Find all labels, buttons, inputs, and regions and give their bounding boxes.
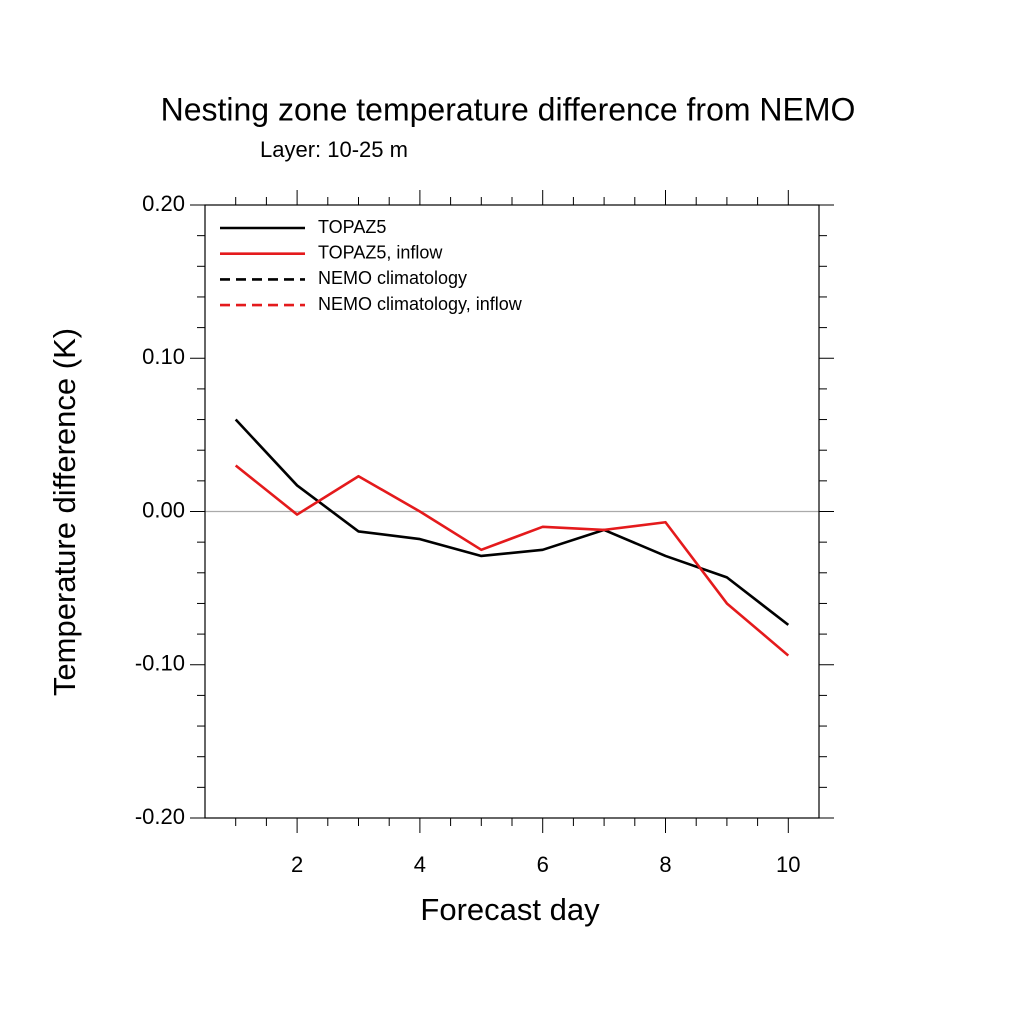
x-tick-label: 10	[776, 852, 800, 877]
legend-label: NEMO climatology, inflow	[318, 294, 523, 314]
legend-label: TOPAZ5, inflow	[318, 242, 443, 262]
y-tick-label: 0.10	[142, 344, 185, 369]
x-axis-label: Forecast day	[420, 892, 600, 927]
chart-subtitle: Layer: 10-25 m	[260, 137, 408, 162]
y-tick-label: -0.20	[135, 804, 185, 829]
chart-title: Nesting zone temperature difference from…	[161, 91, 856, 127]
y-axis-label: Temperature difference (K)	[47, 328, 82, 696]
y-tick-label: -0.10	[135, 651, 185, 676]
x-tick-label: 4	[414, 852, 426, 877]
series-line	[234, 418, 790, 626]
plot-frame	[204, 204, 820, 819]
y-tick-label: 0.20	[142, 191, 185, 216]
x-tick-label: 6	[537, 852, 549, 877]
legend-label: NEMO climatology	[318, 268, 467, 288]
y-tick-label: 0.00	[142, 497, 185, 522]
x-tick-label: 8	[659, 852, 671, 877]
x-tick-label: 2	[291, 852, 303, 877]
legend-label: TOPAZ5	[318, 217, 386, 237]
series-line	[234, 464, 790, 657]
